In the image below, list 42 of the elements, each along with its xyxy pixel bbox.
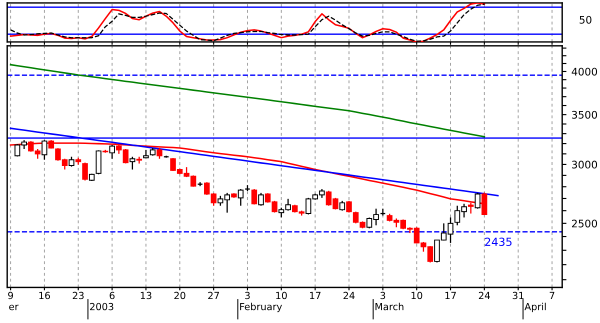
candlestick xyxy=(130,156,136,170)
candlestick xyxy=(346,200,352,214)
candlestick xyxy=(251,188,258,206)
x-tick-label: 20 xyxy=(174,292,186,300)
y-tick-label: 3500 xyxy=(572,110,598,119)
x-tick-label: 17 xyxy=(310,292,321,300)
x-tick-label: 3 xyxy=(245,292,250,300)
ref-line-label: 2435 xyxy=(485,238,512,246)
candlestick xyxy=(156,147,162,160)
candlestick xyxy=(474,192,480,210)
text: 2003 xyxy=(90,302,114,310)
x-tick-label: 17 xyxy=(445,292,456,300)
x-tick-label: 10 xyxy=(276,292,287,300)
y-tick-label: 3000 xyxy=(572,160,598,169)
candlestick xyxy=(96,150,102,175)
candlestick xyxy=(82,162,88,182)
x-tick-label: 10 xyxy=(412,292,422,300)
x-tick-label: 23 xyxy=(72,292,84,300)
y-tick-label: 4000 xyxy=(572,68,598,76)
candlestick xyxy=(339,200,346,212)
candlestick xyxy=(42,140,48,160)
x-tick-label: 24 xyxy=(478,292,490,300)
x-tick-label: 3 xyxy=(380,292,386,300)
candlestick xyxy=(68,156,74,168)
x-tick-label: 27 xyxy=(208,292,219,300)
x-tick-label: 13 xyxy=(140,292,152,300)
x-tick-label: 6 xyxy=(110,292,115,300)
candlestick xyxy=(258,192,264,206)
x-tick-label: 31 xyxy=(512,292,524,300)
x-tick-label: 24 xyxy=(344,292,355,300)
text: er xyxy=(9,304,19,310)
candlestick xyxy=(109,144,115,160)
text: April xyxy=(524,302,546,312)
x-tick-label: 16 xyxy=(39,292,50,300)
text: February xyxy=(240,302,282,312)
x-tick-label: 9 xyxy=(8,292,13,300)
line-series xyxy=(10,64,486,138)
candlestick xyxy=(238,188,244,206)
text: March xyxy=(376,302,404,310)
x-tick-label: 7 xyxy=(550,292,554,300)
y-tick-label: 2500 xyxy=(572,220,598,228)
text: 50 xyxy=(580,16,592,24)
